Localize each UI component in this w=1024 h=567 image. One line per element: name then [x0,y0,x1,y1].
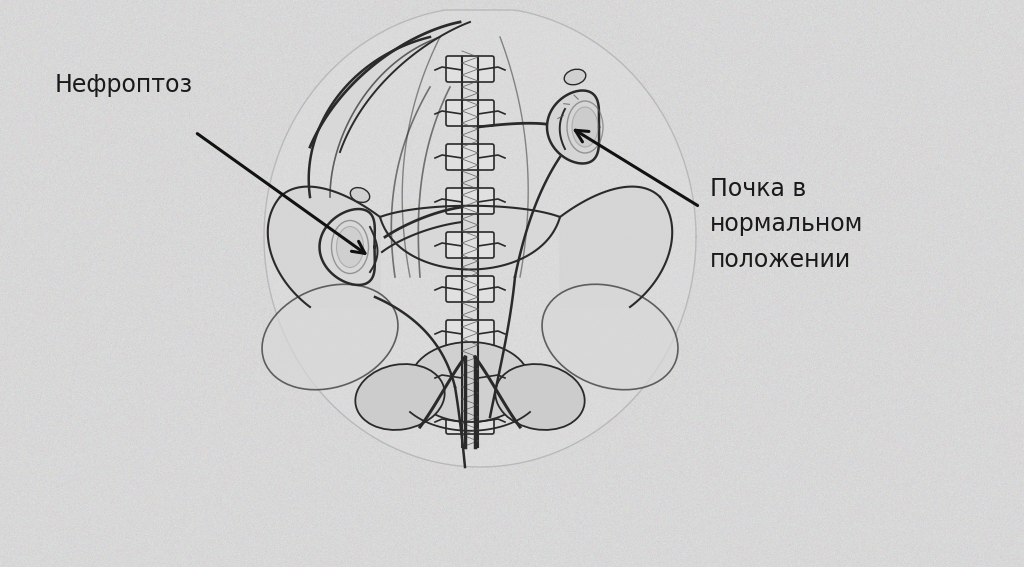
FancyBboxPatch shape [446,364,494,390]
Polygon shape [310,22,470,152]
Ellipse shape [572,107,598,147]
Polygon shape [547,91,599,163]
FancyBboxPatch shape [446,320,494,346]
Text: Нефроптоз: Нефроптоз [55,73,194,97]
Ellipse shape [410,342,530,422]
Polygon shape [560,187,672,307]
Ellipse shape [564,69,586,85]
Polygon shape [268,187,380,307]
Text: Почка в
нормальном
положении: Почка в нормальном положении [710,177,863,272]
FancyBboxPatch shape [446,56,494,82]
Ellipse shape [350,188,370,202]
Polygon shape [319,209,375,285]
FancyBboxPatch shape [446,100,494,126]
FancyBboxPatch shape [446,276,494,302]
FancyBboxPatch shape [446,232,494,258]
Ellipse shape [355,364,444,430]
Ellipse shape [337,226,364,268]
Ellipse shape [262,284,398,390]
Ellipse shape [496,364,585,430]
FancyBboxPatch shape [446,188,494,214]
Polygon shape [264,10,696,467]
FancyBboxPatch shape [446,408,494,434]
Polygon shape [380,206,560,269]
Ellipse shape [542,284,678,390]
FancyBboxPatch shape [446,144,494,170]
